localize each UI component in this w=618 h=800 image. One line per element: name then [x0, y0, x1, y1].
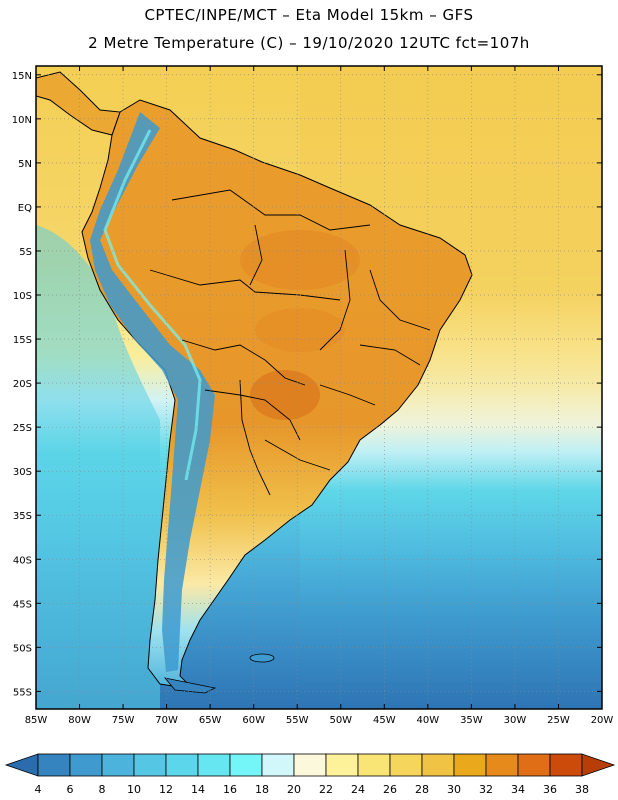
- colorbar-label: 18: [255, 783, 269, 796]
- hot-spot-amazon: [240, 230, 360, 290]
- lat-label: EQ: [18, 203, 32, 214]
- colorbar-label: 34: [511, 783, 525, 796]
- lat-label: 10N: [12, 115, 32, 126]
- lon-label: 50W: [329, 715, 352, 726]
- lon-label: 65W: [199, 715, 222, 726]
- country-borders: [149, 189, 431, 496]
- longitude-axis: 85W 80W 75W 70W 65W 60W 55W 50W 45W 40W 35W 30W 25W 2…: [25, 66, 614, 726]
- colorbar-label: 16: [223, 783, 237, 796]
- map-frame: [35, 65, 603, 710]
- lat-label: 40S: [13, 555, 32, 566]
- lat-label: 50S: [13, 643, 32, 654]
- colorbar-label: 24: [351, 783, 365, 796]
- hot-spot-central: [255, 308, 345, 352]
- lat-label: 15N: [12, 71, 32, 82]
- colorbar-label: 6: [67, 783, 74, 796]
- colorbar-label: 12: [159, 783, 173, 796]
- colorbar-swatch: [421, 753, 455, 777]
- colorbar-swatch: [229, 753, 263, 777]
- lon-label: 60W: [242, 715, 265, 726]
- lon-label: 35W: [460, 715, 483, 726]
- lat-label: 5N: [18, 159, 32, 170]
- colorbar-label: 38: [575, 783, 589, 796]
- colorbar-swatch: [517, 753, 551, 777]
- colorbar-swatch: [293, 753, 327, 777]
- colorbar-swatch: [69, 753, 103, 777]
- colorbar-label: 14: [191, 783, 205, 796]
- lon-label: 55W: [286, 715, 309, 726]
- lat-label: 30S: [13, 467, 32, 478]
- lat-label: 5S: [19, 247, 32, 258]
- andes-cool-band: [90, 112, 215, 672]
- lat-label: 35S: [13, 511, 32, 522]
- lon-label: 30W: [504, 715, 527, 726]
- temperature-colorbar: 4 6 8 10 12 14 16 18 20 22 24 26 28 30 32 34 36 38: [4, 753, 616, 796]
- colorbar-label: 20: [287, 783, 301, 796]
- colorbar-arrow-high: [581, 753, 616, 777]
- colorbar-swatch: [389, 753, 423, 777]
- colorbar-label: 36: [543, 783, 557, 796]
- colorbar-swatch: [549, 753, 583, 777]
- pacific-cool-region: [36, 225, 160, 709]
- lat-label: 55S: [13, 687, 32, 698]
- colorbar-swatch: [325, 753, 359, 777]
- andes-ridge: [103, 129, 202, 481]
- lon-label: 80W: [68, 715, 91, 726]
- hot-spot-parana: [250, 370, 320, 420]
- lon-label: 25W: [547, 715, 570, 726]
- colorbar-label: 32: [479, 783, 493, 796]
- lon-label: 20W: [591, 715, 614, 726]
- colorbar-swatch: [485, 753, 519, 777]
- colorbar-arrow-low: [4, 753, 39, 777]
- colorbar-label: 10: [127, 783, 141, 796]
- lon-label: 40W: [417, 715, 440, 726]
- colorbar-swatch: [165, 753, 199, 777]
- colorbar-swatch: [197, 753, 231, 777]
- colorbar-swatch: [37, 753, 71, 777]
- falkland-islands: [249, 653, 275, 663]
- colorbar-swatch: [357, 753, 391, 777]
- colorbar-label: 8: [99, 783, 106, 796]
- colorbar-swatch: [261, 753, 295, 777]
- colorbar-swatch: [453, 753, 487, 777]
- colorbar-label: 30: [447, 783, 461, 796]
- central-america-land: [36, 71, 121, 136]
- colorbar-swatch: [133, 753, 167, 777]
- map-title-line2: 2 Metre Temperature (C) – 19/10/2020 12U…: [88, 34, 530, 52]
- colorbar-label: 22: [319, 783, 333, 796]
- lat-label: 10S: [13, 291, 32, 302]
- latitude-axis: 15N 10N 5N EQ 5S 10S 15S 20S 25S 30S 35S 40S 45S 50S 5…: [12, 71, 602, 698]
- map-title-line1: CPTEC/INPE/MCT – Eta Model 15km – GFS: [144, 6, 474, 24]
- lat-label: 15S: [13, 335, 32, 346]
- lon-label: 85W: [25, 715, 48, 726]
- lon-label: 70W: [155, 715, 178, 726]
- colorbar-label: 26: [383, 783, 397, 796]
- lat-label: 45S: [13, 599, 32, 610]
- lon-label: 75W: [112, 715, 135, 726]
- lon-label: 45W: [373, 715, 396, 726]
- colorbar-label: 28: [415, 783, 429, 796]
- colorbar-swatch: [101, 753, 135, 777]
- lat-label: 20S: [13, 379, 32, 390]
- colorbar-label: 4: [35, 783, 42, 796]
- lat-label: 25S: [13, 423, 32, 434]
